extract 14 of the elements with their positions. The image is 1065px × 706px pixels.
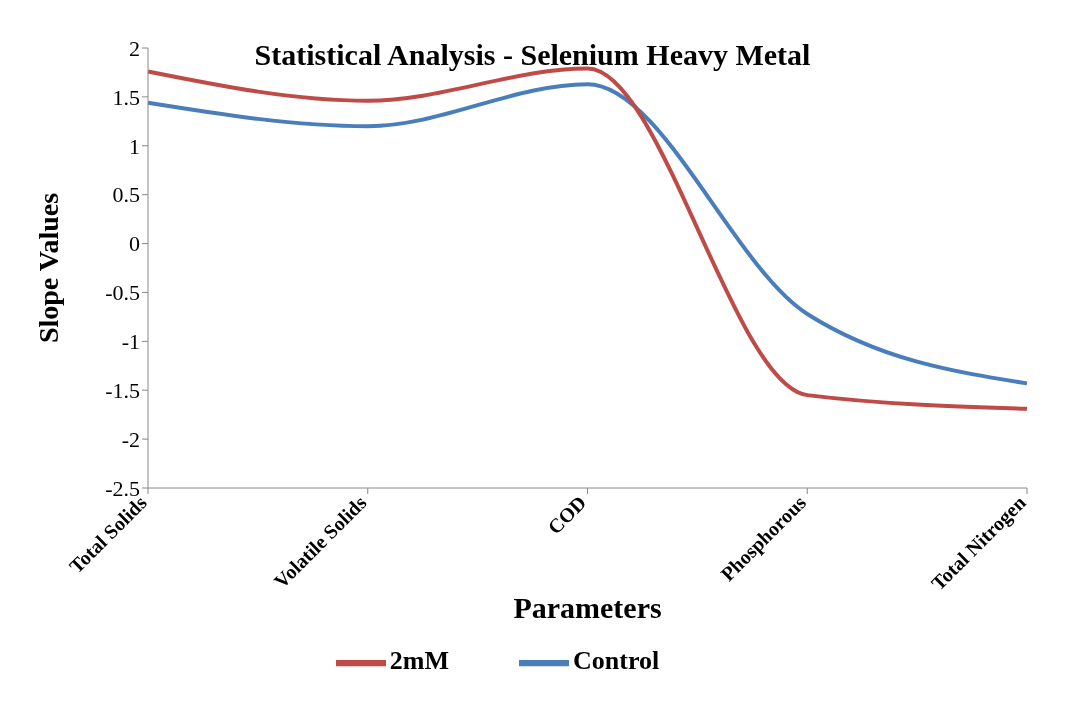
- y-tick-label: -1.5: [105, 378, 140, 404]
- y-tick-label: -1: [121, 329, 140, 355]
- y-tick-label: -2: [121, 426, 140, 452]
- legend-label: Control: [573, 645, 660, 675]
- y-tick-label: 1.5: [112, 84, 140, 110]
- y-tick-label: 1: [129, 133, 140, 159]
- y-tick-label: 0: [129, 231, 140, 257]
- legend-label: 2mM: [389, 645, 449, 675]
- y-tick-label: 2: [129, 35, 140, 61]
- y-tick-label: -0.5: [105, 280, 140, 306]
- x-axis-title: Parameters: [513, 591, 662, 624]
- y-tick-label: 0.5: [112, 182, 140, 208]
- chart-title: Statistical Analysis - Selenium Heavy Metal: [254, 38, 811, 71]
- y-axis-title: Slope Values: [32, 192, 64, 344]
